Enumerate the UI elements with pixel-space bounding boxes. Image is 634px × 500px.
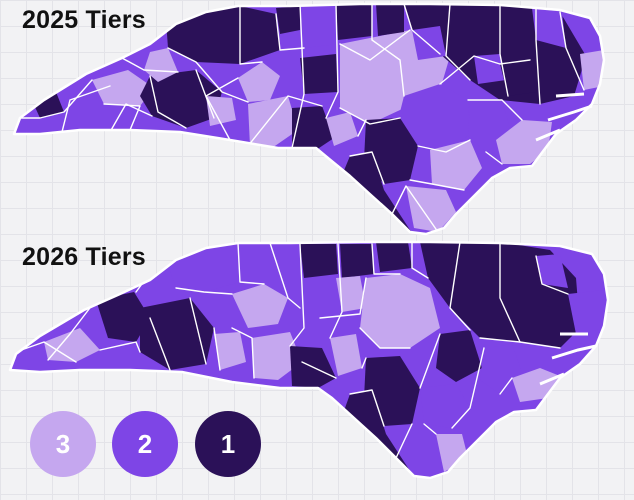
tier-1-region	[300, 54, 338, 94]
tier-2-region	[474, 54, 506, 84]
tier-regions-2025	[14, 4, 604, 234]
tier-1-region	[166, 6, 280, 64]
tier-1-region	[276, 6, 300, 34]
county-borders	[14, 4, 585, 233]
tier-1-region	[376, 4, 404, 36]
tier-3-region	[214, 332, 246, 370]
tier-3-region	[326, 112, 358, 146]
tier-2-region	[300, 4, 338, 48]
tier-1-region	[336, 4, 372, 40]
tier-3-region	[580, 50, 604, 90]
county-borders	[10, 242, 569, 459]
tier-3-region	[360, 274, 440, 348]
legend-tier-1: 1	[195, 411, 261, 477]
tier-2-region	[398, 84, 470, 152]
tier-2-region	[420, 384, 470, 428]
tier-3-region	[144, 48, 178, 82]
tier-1-region	[436, 330, 482, 382]
tier-2-region	[532, 8, 566, 48]
tier-2-region	[412, 26, 446, 60]
tier-1-region	[300, 244, 338, 278]
tier-1-region	[340, 244, 374, 278]
nc-tier-map-2025	[12, 2, 606, 236]
sound-waterways	[539, 332, 597, 386]
tier-2-region	[164, 246, 240, 292]
tier-2-region	[536, 254, 568, 288]
tier-3-region	[206, 96, 236, 126]
tier-3-region	[330, 334, 362, 376]
tier-3-region	[430, 140, 482, 190]
tier-2-region	[480, 344, 524, 394]
nc-tier-map-2026	[8, 240, 610, 480]
legend-tier-3-label: 3	[55, 428, 71, 459]
tier-2-region	[568, 290, 606, 334]
tier-1-region	[292, 106, 334, 150]
tier-1-region	[140, 298, 214, 370]
tier-3-region	[252, 332, 302, 380]
state-outline	[8, 240, 610, 480]
legend-tier-3: 3	[30, 411, 96, 477]
tier-3-region	[336, 276, 366, 312]
tier-3-region	[92, 70, 154, 106]
state-outline	[12, 2, 606, 236]
map-title-2026: 2026 Tiers	[22, 243, 146, 271]
tier-3-region	[238, 62, 280, 102]
legend-tier-2-label: 2	[137, 428, 153, 459]
legend-tier-1-label: 1	[220, 428, 236, 459]
tier-3-region	[44, 328, 100, 362]
tier-3-region	[248, 96, 298, 148]
tier-3-region	[232, 284, 288, 328]
legend-tier-2: 2	[112, 411, 178, 477]
sound-waterways	[535, 92, 593, 142]
tier-1-region	[500, 60, 536, 96]
map-title-2025: 2025 Tiers	[22, 6, 146, 34]
tier-1-region	[376, 242, 412, 272]
tier-1-region	[96, 292, 150, 342]
tier-3-region	[496, 120, 552, 164]
tier-3-region	[406, 186, 456, 232]
